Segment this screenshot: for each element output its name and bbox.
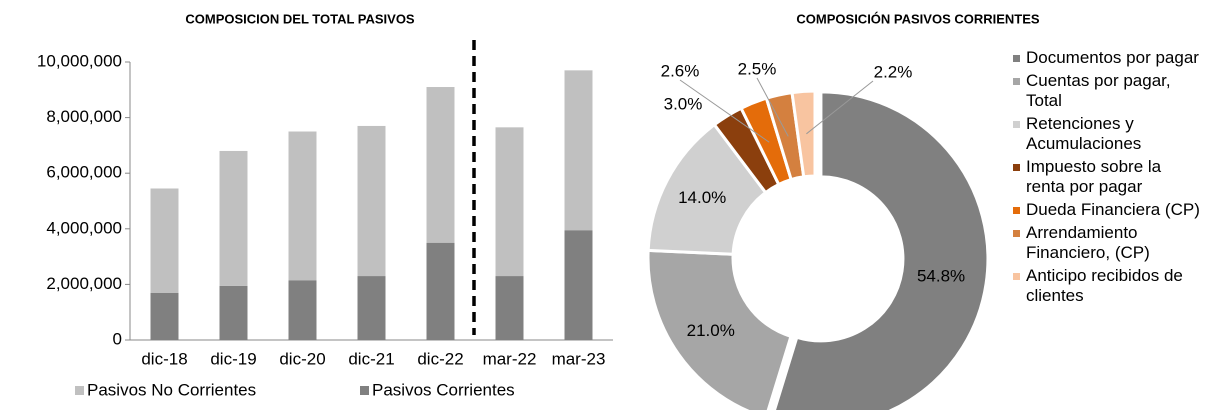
leader-line [679,79,770,143]
y-tick-label: 10,000,000 [37,51,122,70]
legend-label: Pasivos Corrientes [372,380,515,399]
data-label: 2.6% [661,61,700,80]
data-label: 2.5% [738,59,777,78]
bar [357,125,386,277]
bar [495,127,524,277]
x-tick-label: dic-20 [279,349,325,368]
legend-label: Arrendamiento Financiero, (CP) [1026,223,1150,262]
bar [564,70,593,231]
bar [426,242,455,340]
x-tick-label: mar-23 [552,349,606,368]
data-label: 21.0% [687,321,735,340]
data-label: 2.2% [874,62,913,81]
y-tick-label: 0 [113,329,122,348]
legend-swatch [1013,55,1020,62]
x-tick-label: mar-22 [483,349,537,368]
data-label: 14.0% [678,188,726,207]
chart-title: COMPOSICIÓN PASIVOS CORRIENTES [796,11,1040,26]
donut-slice [646,248,793,410]
x-tick-label: dic-21 [348,349,394,368]
legend-item: Impuesto sobre la renta por pagar [1013,157,1203,197]
legend-item: Documentos por pagar [1013,48,1203,68]
bar [288,280,317,340]
data-label: 3.0% [664,94,703,113]
legend-label: Retenciones y Acumulaciones [1026,114,1142,153]
y-tick-label: 8,000,000 [46,107,122,126]
x-tick-label: dic-19 [210,349,256,368]
bar [219,150,248,286]
data-label: 54.8% [917,266,965,285]
legend-swatch [1013,230,1020,237]
bar [219,285,248,340]
legend-label: Anticipo recibidos de clientes [1026,266,1183,305]
x-tick-label: dic-18 [141,349,187,368]
legend-label: Documentos por pagar [1026,48,1199,67]
legend-item: Dueda Financiera (CP) [1013,200,1203,220]
legend-label: Dueda Financiera (CP) [1026,200,1200,219]
bar [150,292,179,340]
legend: Documentos por pagar Cuentas por pagar, T… [1013,48,1203,309]
legend-label: Pasivos No Corrientes [87,380,256,399]
bar [495,276,524,340]
bar [426,87,455,243]
donut-slice [790,89,817,179]
legend-swatch [1013,164,1020,171]
y-tick-label: 6,000,000 [46,163,122,182]
y-tick-label: 2,000,000 [46,274,122,293]
legend-swatch [1013,121,1020,128]
bar [150,188,179,293]
chart-title: COMPOSICION DEL TOTAL PASIVOS [185,11,415,26]
legend-item: Cuentas por pagar, Total [1013,71,1203,111]
legend-swatch [75,386,84,395]
y-tick-label: 4,000,000 [46,218,122,237]
legend-label: Impuesto sobre la renta por pagar [1026,157,1162,196]
legend-item: Arrendamiento Financiero, (CP) [1013,223,1203,263]
legend-label: Cuentas por pagar, Total [1026,71,1171,110]
legend-item: Anticipo recibidos de clientes [1013,266,1203,306]
donut-slice [772,90,990,410]
leader-line [806,80,874,135]
legend-swatch [1013,78,1020,85]
bar [564,230,593,340]
x-tick-label: dic-22 [417,349,463,368]
bar [288,131,317,281]
legend-swatch [360,386,369,395]
leader-line [756,77,789,137]
bar [357,276,386,340]
legend-swatch [1013,207,1020,214]
legend-swatch [1013,273,1020,280]
legend-item: Retenciones y Acumulaciones [1013,114,1203,154]
